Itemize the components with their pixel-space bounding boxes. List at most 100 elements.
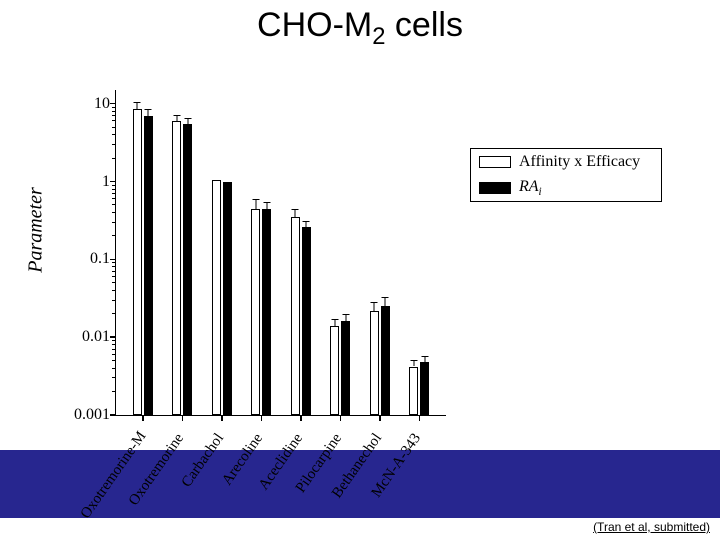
bar: [133, 109, 142, 415]
y-minor-tick: [112, 111, 116, 112]
y-minor-tick: [112, 282, 116, 283]
citation-band: (Tran et al, submitted): [0, 518, 720, 540]
x-tick: [221, 415, 223, 421]
bar: [381, 306, 390, 415]
bar: [330, 326, 339, 415]
y-tick: [110, 181, 116, 183]
bar: [251, 209, 260, 415]
legend-swatch-black: [479, 182, 511, 194]
y-minor-tick: [112, 354, 116, 355]
citation-text: (Tran et al, submitted): [593, 520, 710, 534]
y-tick-label: 0.001: [74, 406, 110, 424]
legend-item-rai: RAi: [471, 175, 661, 201]
bar: [291, 217, 300, 415]
bar: [341, 321, 350, 415]
error-cap: [331, 319, 338, 320]
y-minor-tick: [112, 107, 116, 108]
bar: [144, 116, 153, 415]
error-bar: [385, 297, 386, 306]
legend-label-affinity: Affinity x Efficacy: [519, 153, 640, 171]
bar: [172, 121, 181, 415]
y-minor-tick: [112, 115, 116, 116]
y-tick: [110, 103, 116, 105]
y-tick: [110, 259, 116, 261]
y-minor-tick: [112, 144, 116, 145]
y-tick: [110, 336, 116, 338]
y-minor-tick: [112, 193, 116, 194]
error-cap: [382, 297, 389, 298]
x-tick: [142, 415, 144, 421]
y-minor-tick: [112, 185, 116, 186]
legend-label-rai: RAi: [519, 178, 542, 198]
bar: [223, 182, 232, 415]
y-minor-tick: [112, 340, 116, 341]
bar: [302, 227, 311, 415]
x-tick: [261, 415, 263, 421]
y-minor-tick: [112, 189, 116, 190]
y-minor-tick: [112, 158, 116, 159]
y-minor-tick: [112, 222, 116, 223]
error-cap: [252, 199, 259, 200]
title-pre: CHO-M: [257, 6, 372, 44]
y-minor-tick: [112, 313, 116, 314]
y-tick-label: 0.01: [82, 328, 110, 346]
y-minor-tick: [112, 300, 116, 301]
x-tick: [340, 415, 342, 421]
slide-title: CHO-M2 cells: [0, 0, 720, 51]
error-bar: [295, 209, 296, 217]
title-subscript: 2: [372, 23, 385, 50]
y-minor-tick: [112, 377, 116, 378]
error-cap: [173, 115, 180, 116]
slide-root: CHO-M2 cells Parameter Affinity x Effica…: [0, 0, 720, 540]
error-cap: [421, 356, 428, 357]
bar: [370, 311, 379, 415]
chart-panel: Parameter Affinity x Efficacy RAi 0.001 0…: [0, 60, 720, 450]
error-cap: [263, 202, 270, 203]
y-tick-label: 1: [102, 173, 110, 191]
error-cap: [145, 109, 152, 110]
bar: [183, 124, 192, 415]
error-cap: [371, 302, 378, 303]
y-minor-tick: [112, 271, 116, 272]
x-tick: [379, 415, 381, 421]
y-minor-tick: [112, 120, 116, 121]
error-bar: [345, 314, 346, 322]
y-axis-label: Parameter: [25, 187, 48, 273]
legend: Affinity x Efficacy RAi: [470, 148, 662, 202]
legend-swatch-white: [479, 156, 511, 168]
plot-area: [115, 90, 446, 416]
y-minor-tick: [112, 368, 116, 369]
bar: [212, 180, 221, 415]
y-minor-tick: [112, 349, 116, 350]
y-minor-tick: [112, 127, 116, 128]
y-minor-tick: [112, 262, 116, 263]
y-minor-tick: [112, 290, 116, 291]
error-cap: [134, 102, 141, 103]
y-minor-tick: [112, 134, 116, 135]
error-bar: [266, 202, 267, 209]
bar: [420, 362, 429, 415]
y-tick-label: 0.1: [90, 250, 110, 268]
x-tick: [419, 415, 421, 421]
error-cap: [410, 360, 417, 361]
y-minor-tick: [112, 344, 116, 345]
error-bar: [374, 302, 375, 310]
y-minor-tick: [112, 391, 116, 392]
x-tick: [182, 415, 184, 421]
y-minor-tick: [112, 360, 116, 361]
error-cap: [292, 209, 299, 210]
error-cap: [342, 314, 349, 315]
error-cap: [184, 118, 191, 119]
y-tick-label: 10: [94, 95, 110, 113]
title-band: CHO-M2 cells: [0, 0, 720, 60]
y-minor-tick: [112, 266, 116, 267]
y-tick: [110, 414, 116, 416]
error-bar: [255, 199, 256, 208]
bar: [409, 367, 418, 416]
y-minor-tick: [112, 204, 116, 205]
y-minor-tick: [112, 235, 116, 236]
x-tick: [300, 415, 302, 421]
y-minor-tick: [112, 198, 116, 199]
y-minor-tick: [112, 276, 116, 277]
bar: [262, 209, 271, 415]
